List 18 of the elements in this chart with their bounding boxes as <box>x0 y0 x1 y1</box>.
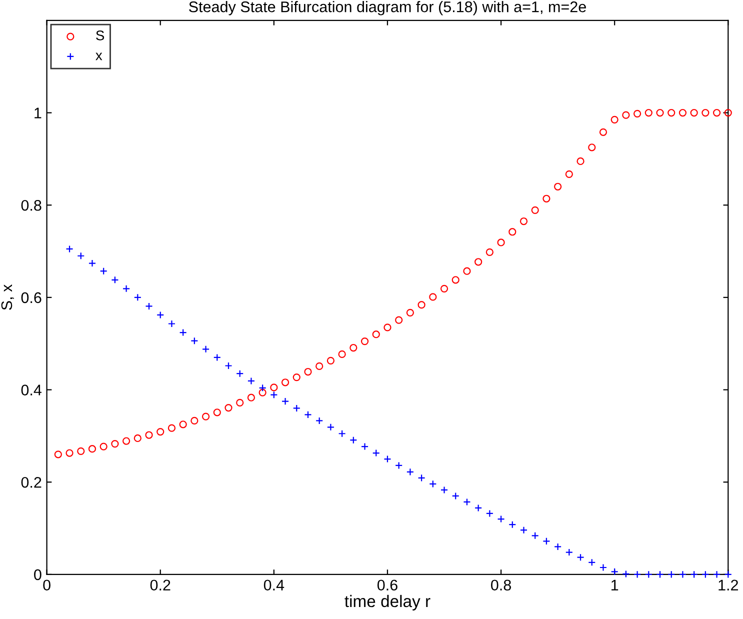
legend-label: S <box>96 30 104 40</box>
y-tick-label: 0.6 <box>21 292 42 304</box>
legend-label: x <box>96 52 102 60</box>
x-tick-label: 0.6 <box>377 580 398 591</box>
x-axis-title: time delay r <box>344 594 430 610</box>
y-tick-label: 1 <box>34 108 42 118</box>
chart-title: Steady State Bifurcation diagram for (5.18) with a=1, m=2e <box>189 1 586 16</box>
y-tick-label: 0.4 <box>21 384 42 396</box>
x-tick-label: 0.4 <box>264 580 284 591</box>
x-tick-label: 1.2 <box>718 580 738 590</box>
y-tick-label: 0.8 <box>21 200 42 211</box>
x-tick-label: 0.2 <box>150 580 170 591</box>
y-tick-label: 0 <box>34 569 42 580</box>
y-tick-label: 0.2 <box>21 476 42 488</box>
x-tick-label: 0.8 <box>491 580 511 591</box>
x-tick-label: 0 <box>43 580 50 591</box>
x-tick-label: 1 <box>612 580 618 590</box>
y-axis-title: S, x <box>1 284 14 310</box>
